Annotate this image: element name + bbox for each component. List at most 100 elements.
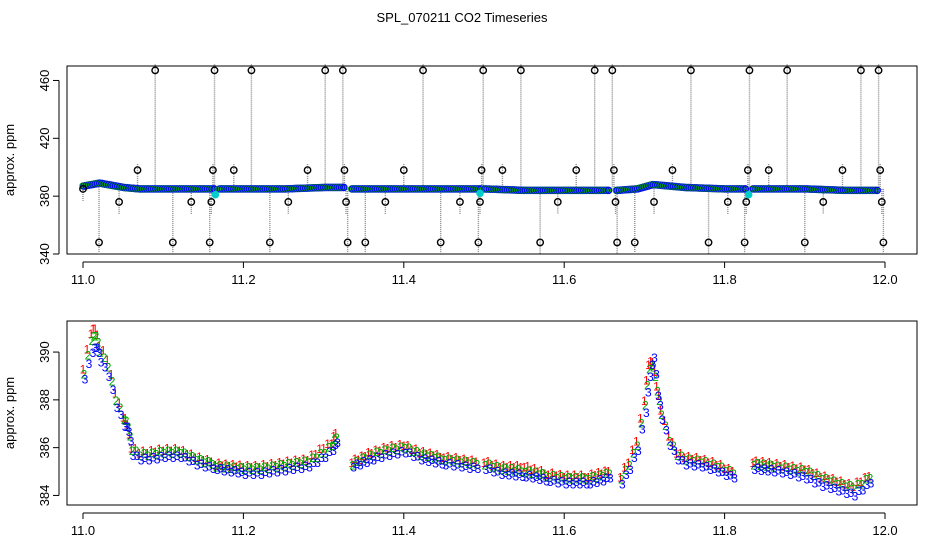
series-1-point: 1 <box>362 450 369 464</box>
series-3-point: 3 <box>803 473 810 487</box>
series-3-point: 3 <box>502 466 509 480</box>
y-tick-label: 386 <box>37 437 52 459</box>
series-1-point: 1 <box>268 457 275 471</box>
series-2-point: 2 <box>798 463 805 477</box>
series-1-point: 1 <box>320 442 327 456</box>
series-2-point: 2 <box>790 461 797 475</box>
series-2-point: 2 <box>501 461 508 475</box>
series-3-point: 3 <box>314 456 321 470</box>
series-1-point: 1 <box>388 439 395 453</box>
series-1-point: 1 <box>384 442 391 456</box>
series-2-point: 2 <box>648 359 655 373</box>
series-3-point: 3 <box>791 467 798 481</box>
series-2-point: 2 <box>377 446 384 460</box>
series-1-point: 1 <box>264 460 271 474</box>
x-tick-label: 11.6 <box>552 272 576 287</box>
series-2-point: 2 <box>576 473 583 487</box>
series-2-point: 2 <box>417 449 424 463</box>
series-2-point: 2 <box>321 446 328 460</box>
series-2-point: 2 <box>117 401 124 415</box>
series-3-point: 3 <box>707 463 714 477</box>
baseline-point <box>604 186 613 195</box>
series-2-point: 2 <box>794 464 801 478</box>
series-2-point: 2 <box>265 462 272 476</box>
series-1-point: 1 <box>172 442 179 456</box>
series-1-point: 1 <box>434 447 441 461</box>
series-3-point: 3 <box>235 467 242 481</box>
spike-point <box>610 166 618 175</box>
series-1-point: 1 <box>365 446 372 460</box>
spike-point <box>474 238 483 247</box>
y-tick-label: 340 <box>37 243 52 265</box>
series-2-point: 2 <box>855 477 862 491</box>
series-2-point: 2 <box>309 451 316 465</box>
series-1-point: 1 <box>233 460 240 474</box>
series-2-point: 2 <box>213 461 220 475</box>
series-1-point: 1 <box>84 342 91 356</box>
series-1-point: 1 <box>685 449 692 463</box>
series-3-point: 3 <box>334 436 341 450</box>
series-3-point: 3 <box>332 438 339 452</box>
series-2-point: 2 <box>654 384 661 398</box>
series-1-point: 1 <box>168 444 175 458</box>
series-3-point: 3 <box>840 483 847 497</box>
series-3-point: 3 <box>573 475 580 489</box>
series-1-point: 1 <box>834 475 841 489</box>
spike-point <box>745 66 754 75</box>
series-3-point: 3 <box>771 466 778 480</box>
series-2-point: 2 <box>757 459 764 473</box>
series-3-point: 3 <box>475 462 482 476</box>
series-3-point: 3 <box>370 454 377 468</box>
series-3-point: 3 <box>583 477 590 491</box>
series-2-point: 2 <box>205 455 212 469</box>
series-1-point: 1 <box>854 475 861 489</box>
series-1-point: 1 <box>430 449 437 463</box>
series-2-point: 2 <box>702 455 709 469</box>
series-2-point: 2 <box>293 455 300 469</box>
series-1-point: 1 <box>826 473 833 487</box>
series-2-point: 2 <box>238 460 245 474</box>
series-3-point: 3 <box>566 475 573 489</box>
cyan-point <box>211 190 220 199</box>
series-1-point: 1 <box>504 461 511 475</box>
series-2-point: 2 <box>565 470 572 484</box>
series-1-point: 1 <box>625 456 632 470</box>
series-2-point: 2 <box>603 466 610 480</box>
series-3-point: 3 <box>811 476 818 490</box>
spike-point <box>210 66 219 75</box>
series-3-point: 3 <box>523 470 530 484</box>
series-2-point: 2 <box>490 461 497 475</box>
series-1-point: 1 <box>192 451 199 465</box>
series-2-point: 2 <box>722 464 729 478</box>
series-1-point: 1 <box>200 454 207 468</box>
spike-point <box>764 166 773 175</box>
series-3-point: 3 <box>604 471 611 485</box>
series-1-point: 1 <box>300 452 307 466</box>
series-1-point: 1 <box>602 464 609 478</box>
series-2-point: 2 <box>405 441 412 455</box>
series-1-point: 1 <box>756 457 763 471</box>
series-2-point: 2 <box>450 455 457 469</box>
series-1-point: 1 <box>237 458 244 472</box>
series-3-point: 3 <box>543 474 550 488</box>
spike-point <box>498 166 507 175</box>
series-1-point: 1 <box>575 470 582 484</box>
series-2-point: 2 <box>109 375 116 389</box>
series-3-point: 3 <box>225 463 232 477</box>
spike-point <box>740 238 749 247</box>
series-1-point: 1 <box>763 458 770 472</box>
series-1-point: 1 <box>112 387 119 401</box>
series-1-point: 1 <box>144 446 151 460</box>
series-3-point: 3 <box>150 451 157 465</box>
series-1-point: 1 <box>785 461 792 475</box>
series-1-point: 1 <box>701 452 708 466</box>
series-3-point: 3 <box>860 483 867 497</box>
series-1-point: 1 <box>677 446 684 460</box>
series-3-point: 3 <box>779 467 786 481</box>
series-1-point: 1 <box>104 353 111 367</box>
x-tick-label: 11.4 <box>392 523 416 538</box>
series-1-point: 1 <box>531 461 538 475</box>
series-1-point: 1 <box>461 452 468 466</box>
series-1-point: 1 <box>355 453 362 467</box>
series-1-point: 1 <box>176 444 183 458</box>
